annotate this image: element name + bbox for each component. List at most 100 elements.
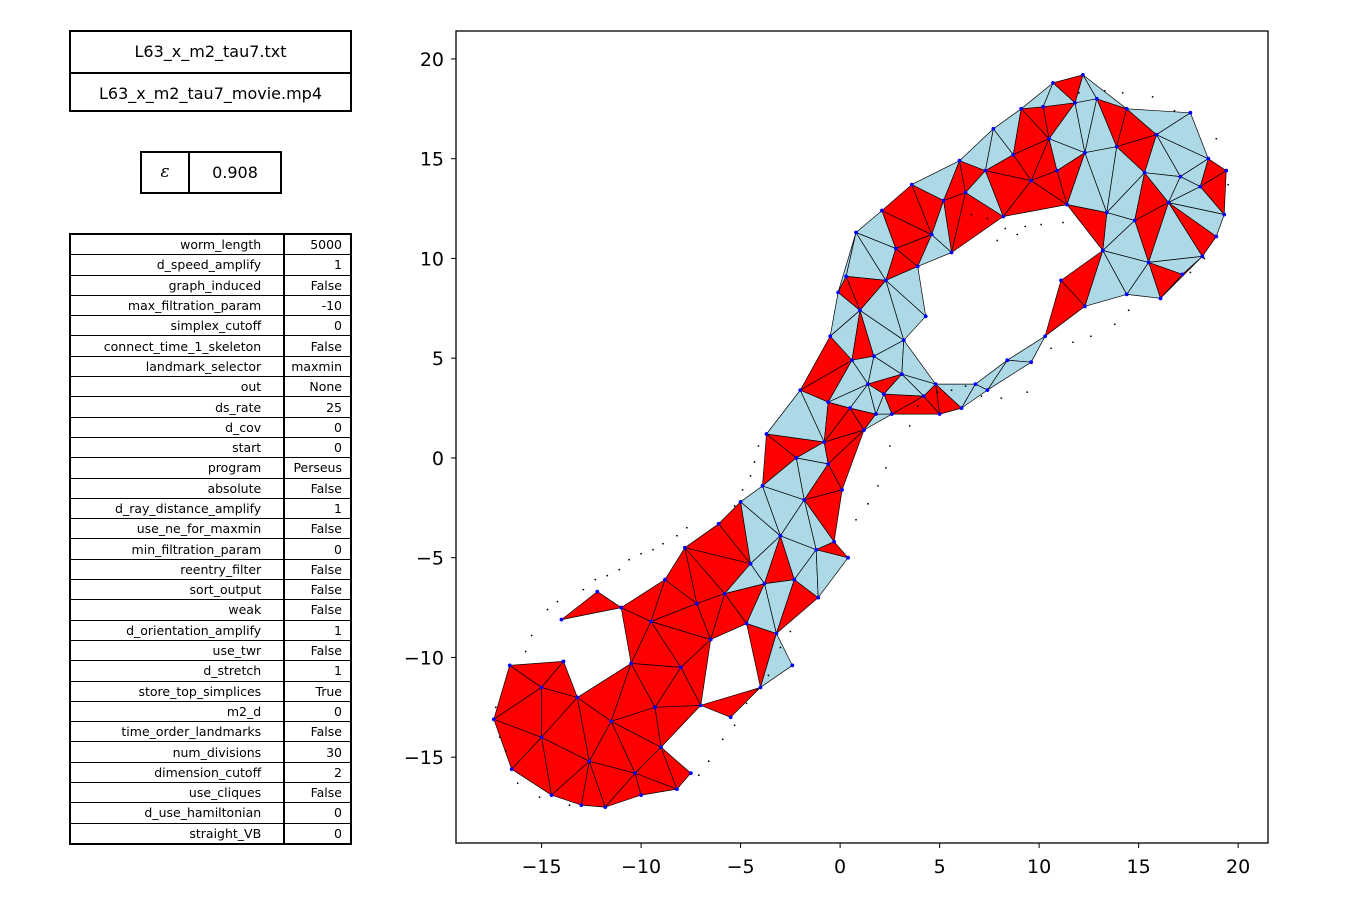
landmark-point	[923, 314, 928, 319]
param-value: False	[284, 478, 350, 499]
witness-point	[640, 552, 642, 555]
param-key: straight_VB	[71, 823, 286, 843]
param-value: 30	[284, 741, 350, 763]
landmark-point	[846, 555, 850, 560]
param-value: Perseus	[284, 457, 350, 479]
landmark-point	[1055, 168, 1059, 173]
landmark-point	[866, 382, 870, 387]
param-row: store_top_simplices True	[71, 681, 350, 702]
landmark-point	[639, 793, 643, 798]
landmark-point	[822, 440, 827, 444]
param-key: landmark_selector	[71, 356, 286, 378]
param-row: out None	[71, 376, 350, 398]
witness-point	[741, 488, 744, 491]
landmark-point	[1178, 174, 1183, 179]
witness-point	[1113, 323, 1116, 326]
witness-point	[524, 650, 527, 653]
witness-point	[516, 782, 519, 785]
landmark-point	[802, 497, 807, 502]
param-row: d_cov 0	[71, 417, 350, 438]
landmark-point	[491, 717, 496, 722]
landmark-point	[1029, 360, 1034, 365]
witness-point	[697, 774, 700, 777]
landmark-point	[1083, 304, 1087, 309]
param-value: False	[284, 721, 350, 743]
param-key: d_use_hamiltonian	[71, 802, 286, 824]
landmark-point	[1198, 184, 1203, 189]
param-key: weak	[71, 599, 286, 621]
witness-point	[789, 630, 792, 633]
landmark-point	[826, 462, 831, 466]
file-name-table: L63_x_m2_tau7.txt L63_x_m2_tau7_movie.mp…	[69, 30, 352, 112]
data-file-name: L63_x_m2_tau7.txt	[134, 42, 287, 61]
param-row: num_divisions 30	[71, 741, 350, 763]
witness-point	[582, 588, 585, 591]
param-row: use_twr False	[71, 640, 350, 662]
landmark-point	[1047, 136, 1051, 141]
landmark-point	[629, 661, 634, 666]
param-value: None	[284, 376, 350, 398]
witness-point	[884, 467, 887, 469]
param-key: start	[71, 437, 286, 459]
witness-point	[980, 395, 983, 398]
landmark-point	[653, 705, 657, 710]
landmark-point	[1041, 104, 1046, 109]
param-row: time_order_landmarks False	[71, 721, 350, 743]
witness-point	[538, 796, 541, 799]
param-value: 0	[284, 315, 350, 337]
y-tick-label: −5	[416, 548, 444, 570]
witness-point	[628, 558, 631, 561]
landmark-point	[688, 771, 693, 776]
witness-point	[1072, 341, 1074, 344]
triangle-face	[885, 266, 927, 317]
landmark-point	[840, 487, 844, 492]
witness-point	[916, 405, 919, 407]
param-value: False	[284, 559, 350, 581]
landmark-point	[675, 787, 679, 792]
landmark-point	[790, 663, 795, 668]
landmark-point	[744, 621, 749, 626]
param-row: sort_output False	[71, 579, 350, 601]
landmark-point	[728, 715, 733, 720]
landmark-point	[814, 547, 819, 552]
landmark-point	[1222, 212, 1227, 217]
y-tick-label: 20	[420, 49, 444, 71]
witness-point	[888, 445, 891, 447]
x-tick-label: 20	[1226, 856, 1250, 878]
param-key: reentry_filter	[71, 559, 286, 581]
triangle-face	[867, 383, 885, 415]
landmark-point	[1065, 202, 1069, 207]
landmark-point	[899, 372, 904, 377]
param-value: False	[284, 782, 350, 804]
landmark-point	[1011, 152, 1016, 157]
y-tick-label: −15	[404, 747, 444, 769]
landmark-point	[1073, 100, 1077, 105]
witness-point	[1103, 89, 1106, 92]
landmark-point	[539, 735, 544, 740]
witness-point	[594, 578, 597, 581]
y-tick-label: 10	[420, 248, 444, 270]
landmark-point	[762, 581, 767, 586]
param-row: ds_rate 25	[71, 396, 350, 418]
landmark-point	[1158, 296, 1163, 301]
landmark-point	[889, 412, 894, 416]
param-row: worm_length 5000	[71, 235, 350, 256]
landmark-point	[949, 250, 954, 255]
param-row: m2_d 0	[71, 701, 350, 723]
epsilon-value: 0.908	[212, 163, 258, 182]
witness-point	[652, 548, 654, 551]
param-key: d_speed_amplify	[71, 254, 286, 276]
tetrahedron-face	[1052, 74, 1084, 104]
param-value: 0	[284, 802, 350, 824]
tetrahedron-face	[827, 429, 865, 491]
landmark-point	[1154, 132, 1159, 137]
landmark-point	[1029, 178, 1034, 183]
param-key: d_cov	[71, 417, 286, 438]
witness-point	[767, 674, 770, 677]
landmark-point	[1224, 168, 1229, 173]
param-value: 0	[284, 701, 350, 723]
landmark-point	[1214, 234, 1219, 239]
param-value: False	[284, 579, 350, 601]
tetrahedron-face	[700, 687, 761, 718]
witness-point	[1040, 223, 1043, 226]
